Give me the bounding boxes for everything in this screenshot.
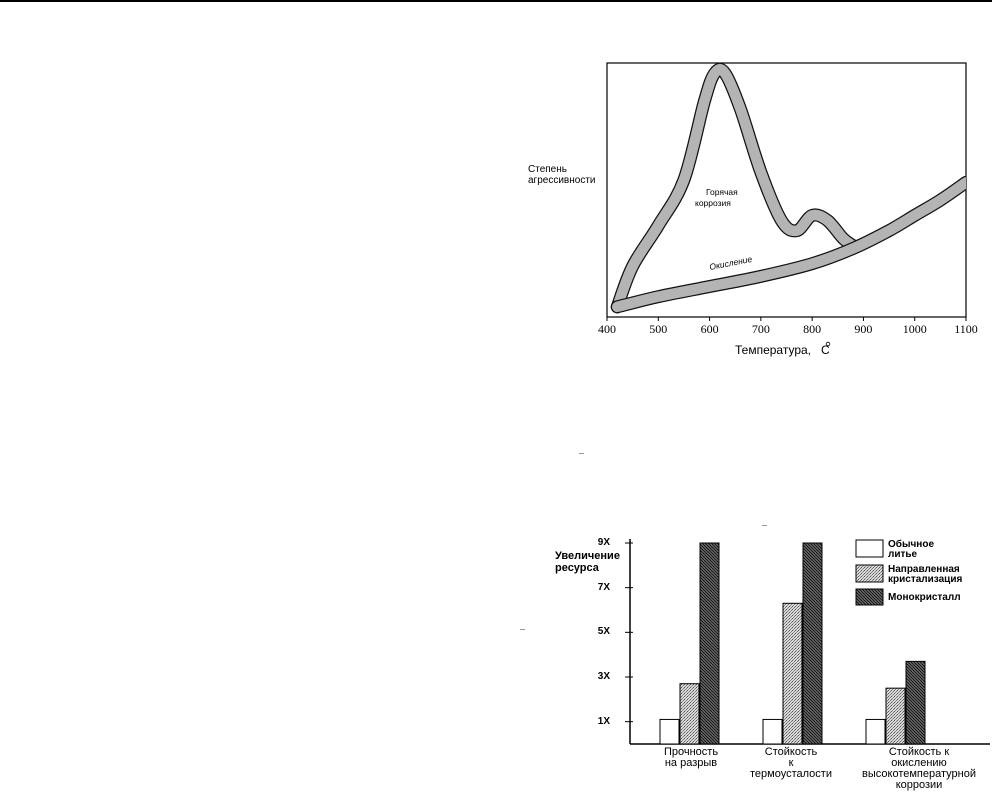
legend-swatch (855, 588, 884, 606)
category-label-line: коррозии (895, 779, 943, 791)
hot-corrosion-label: коррозия (695, 198, 731, 208)
category-label: Стойкость к термоусталости (716, 747, 866, 780)
category-label-line: на разрыв (664, 757, 718, 769)
legend-label: Обычное литье (888, 539, 935, 560)
y-tick-label: 3X (597, 671, 610, 682)
x-tick-label: 700 (752, 322, 770, 336)
bar-conventional-casting (865, 718, 886, 745)
scan-speck (762, 525, 767, 526)
x-tick-label: 1100 (954, 322, 978, 336)
category-label-line: Стойкость (764, 746, 818, 758)
legend-swatch (855, 564, 884, 583)
x-tick-label: 500 (649, 322, 667, 336)
bar-conventional-casting (762, 718, 783, 745)
bar-single-crystal (802, 542, 823, 745)
x-tick-label: 800 (803, 322, 821, 336)
y-tick-label: 5X (597, 626, 610, 638)
legend-label: Монокристалл (888, 592, 961, 603)
category-label-line: Стойкость к (888, 746, 950, 758)
x-tick-label: 400 (598, 322, 616, 336)
y-tick-label: 7X (597, 581, 610, 593)
bar-directional-solidification (679, 683, 700, 745)
resource-chart-y-label-line: Увеличение (555, 550, 620, 562)
category-label: Прочность на разрыв (616, 747, 766, 769)
corrosion-chart-x-label: Температура, С (735, 343, 830, 357)
x-tick-label: 600 (701, 322, 719, 336)
x-tick-label: 900 (854, 322, 872, 336)
category-label-line: высокотемпературной (862, 768, 976, 780)
degree-symbol (825, 341, 831, 347)
category-label-line: Прочность (663, 746, 719, 758)
hot-corrosion-band (612, 63, 859, 313)
category-label-line: термоусталости (750, 768, 832, 780)
y-tick-label: 9X (597, 537, 610, 548)
resource-chart-y-label: Увеличение ресурса (555, 550, 620, 574)
bar-directional-solidification (782, 602, 803, 745)
bar-single-crystal (905, 660, 926, 745)
scan-speck (520, 629, 525, 630)
category-label: Стойкость к окислению высокотемпературной к… (844, 747, 992, 791)
x-tick-label: 1000 (903, 322, 927, 336)
bar-conventional-casting (659, 718, 680, 745)
y-tick-label: 1X (597, 715, 610, 727)
oxidation-band (612, 177, 966, 313)
hot-corrosion-label: Горячая (706, 187, 738, 197)
resource-chart-y-label-line: ресурса (555, 562, 599, 574)
bar-single-crystal (699, 542, 720, 745)
page-top-rule (0, 0, 992, 2)
legend-swatch (855, 539, 884, 558)
legend-label: Направленная кристализация (888, 564, 963, 585)
corrosion-chart: 400 500 600 700 800 900 1000 1100 Горячаякоррози… (598, 62, 978, 347)
scan-speck (579, 453, 584, 454)
bar-directional-solidification (885, 687, 906, 745)
category-label-line: окислению (891, 757, 947, 769)
category-label-line: к (788, 757, 794, 769)
corrosion-chart-y-label: Степень агрессивности (528, 164, 596, 186)
